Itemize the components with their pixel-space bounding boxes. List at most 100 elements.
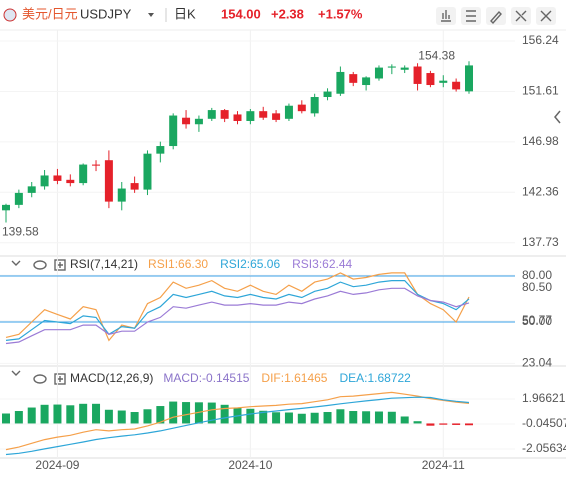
macd-bar (362, 411, 371, 424)
rsi-title: RSI(7,14,21) (70, 257, 138, 271)
candle-body (220, 110, 229, 119)
candle-body (336, 71, 345, 94)
macd-bar (246, 408, 255, 424)
macd-bar (40, 404, 49, 424)
candle-body (297, 104, 306, 112)
candle-body (233, 114, 242, 121)
change-pct: +1.57% (318, 6, 363, 21)
y-tick-label: -0.04507 (522, 416, 566, 430)
macd-bar (79, 403, 88, 424)
legend-entry: RSI1:66.30 (148, 257, 208, 271)
candle-body (452, 81, 461, 90)
y-tick-label: 137.73 (522, 235, 559, 249)
macd-bar (130, 412, 139, 424)
rsi-line (5, 280, 470, 341)
candle-body (194, 118, 203, 125)
macd-bar (27, 407, 36, 424)
tool-icon (490, 10, 502, 25)
max-label: 154.38 (418, 48, 455, 62)
toolbar (436, 7, 556, 25)
price: 154.00 (221, 6, 261, 21)
reference-label: 80.00 (522, 268, 552, 282)
macd-bar (400, 416, 409, 424)
y-tick-label: 151.61 (522, 84, 559, 98)
legend-entry: RSI2:65.06 (220, 257, 280, 271)
candle-body (27, 186, 36, 193)
macd-bar (207, 402, 216, 424)
pane-controls (11, 259, 66, 385)
collapse-arrow[interactable] (554, 110, 561, 124)
y-tick-label: 156.24 (522, 33, 559, 47)
candle-body (104, 160, 113, 202)
macd-bar (439, 423, 448, 425)
visibility-icon[interactable] (33, 260, 47, 270)
y-tick-label: 23.04 (522, 356, 552, 370)
macd-bar (452, 423, 461, 425)
y-tick-label: 50.77 (522, 313, 552, 327)
macd-bar (323, 412, 332, 424)
y-tick-label: -2.05634 (522, 441, 566, 455)
symbol[interactable]: USDJPY (80, 6, 132, 21)
legend-entry: DIF:1.61465 (261, 371, 327, 385)
legend-entry: RSI3:62.44 (292, 257, 352, 271)
tool-icon (540, 10, 552, 22)
macd-bar (156, 406, 165, 424)
macd-bar (284, 412, 293, 424)
candle-body (413, 66, 422, 84)
macd-bar (310, 412, 319, 424)
candle-body (169, 115, 178, 147)
macd-bar (53, 404, 62, 424)
candle-body (2, 204, 10, 211)
macd-bar (374, 411, 383, 424)
macd-bar (104, 409, 113, 424)
macd-bar (220, 404, 229, 424)
macd-bar (349, 411, 358, 424)
candle-body (439, 80, 448, 83)
candle-body (310, 97, 319, 114)
macd-bar (169, 401, 178, 424)
macd-bar (182, 402, 191, 424)
candle-body (14, 192, 23, 205)
collapse-icon[interactable] (11, 260, 21, 376)
tool-icon (466, 10, 476, 22)
visibility-icon[interactable] (33, 374, 47, 384)
macd-bar (413, 421, 422, 424)
candle-body (400, 67, 409, 70)
min-label: 139.58 (2, 225, 39, 239)
candle-body (426, 73, 435, 86)
candle-body (272, 113, 281, 120)
add-icon[interactable] (54, 373, 66, 385)
candle-body (284, 105, 293, 119)
x-tick-label: 2024-11 (422, 458, 465, 472)
candle-body (323, 91, 332, 98)
period[interactable]: 日K (174, 6, 196, 21)
reference-label: 50.00 (522, 314, 552, 328)
symbol-cn[interactable]: 美元/日元 (22, 6, 78, 21)
candle-body (40, 175, 49, 187)
y-tick-label: 146.98 (522, 134, 559, 148)
candle-body (374, 67, 383, 79)
dropdown-arrow[interactable] (148, 13, 154, 17)
macd-bar (2, 413, 10, 424)
add-glyph (57, 262, 63, 382)
candle-body (117, 188, 126, 202)
candle-body (156, 146, 165, 154)
candle-body (207, 110, 216, 119)
y-tick-label: 80.50 (522, 280, 552, 294)
y-tick-label: 142.36 (522, 184, 559, 198)
x-tick-label: 2024-09 (35, 458, 79, 472)
candle-body (349, 74, 358, 83)
add-icon[interactable] (54, 259, 66, 271)
macd-bar (387, 411, 396, 424)
candle-body (182, 117, 191, 125)
candle-body (143, 153, 152, 190)
macd-bar (117, 410, 126, 424)
x-tick-label: 2024-10 (228, 458, 272, 472)
macd-line (5, 396, 470, 456)
macd-bar (426, 423, 435, 426)
tool-icon (515, 10, 527, 22)
rsi-line (5, 287, 470, 345)
candle-body (387, 66, 396, 68)
candle-body (259, 111, 268, 118)
